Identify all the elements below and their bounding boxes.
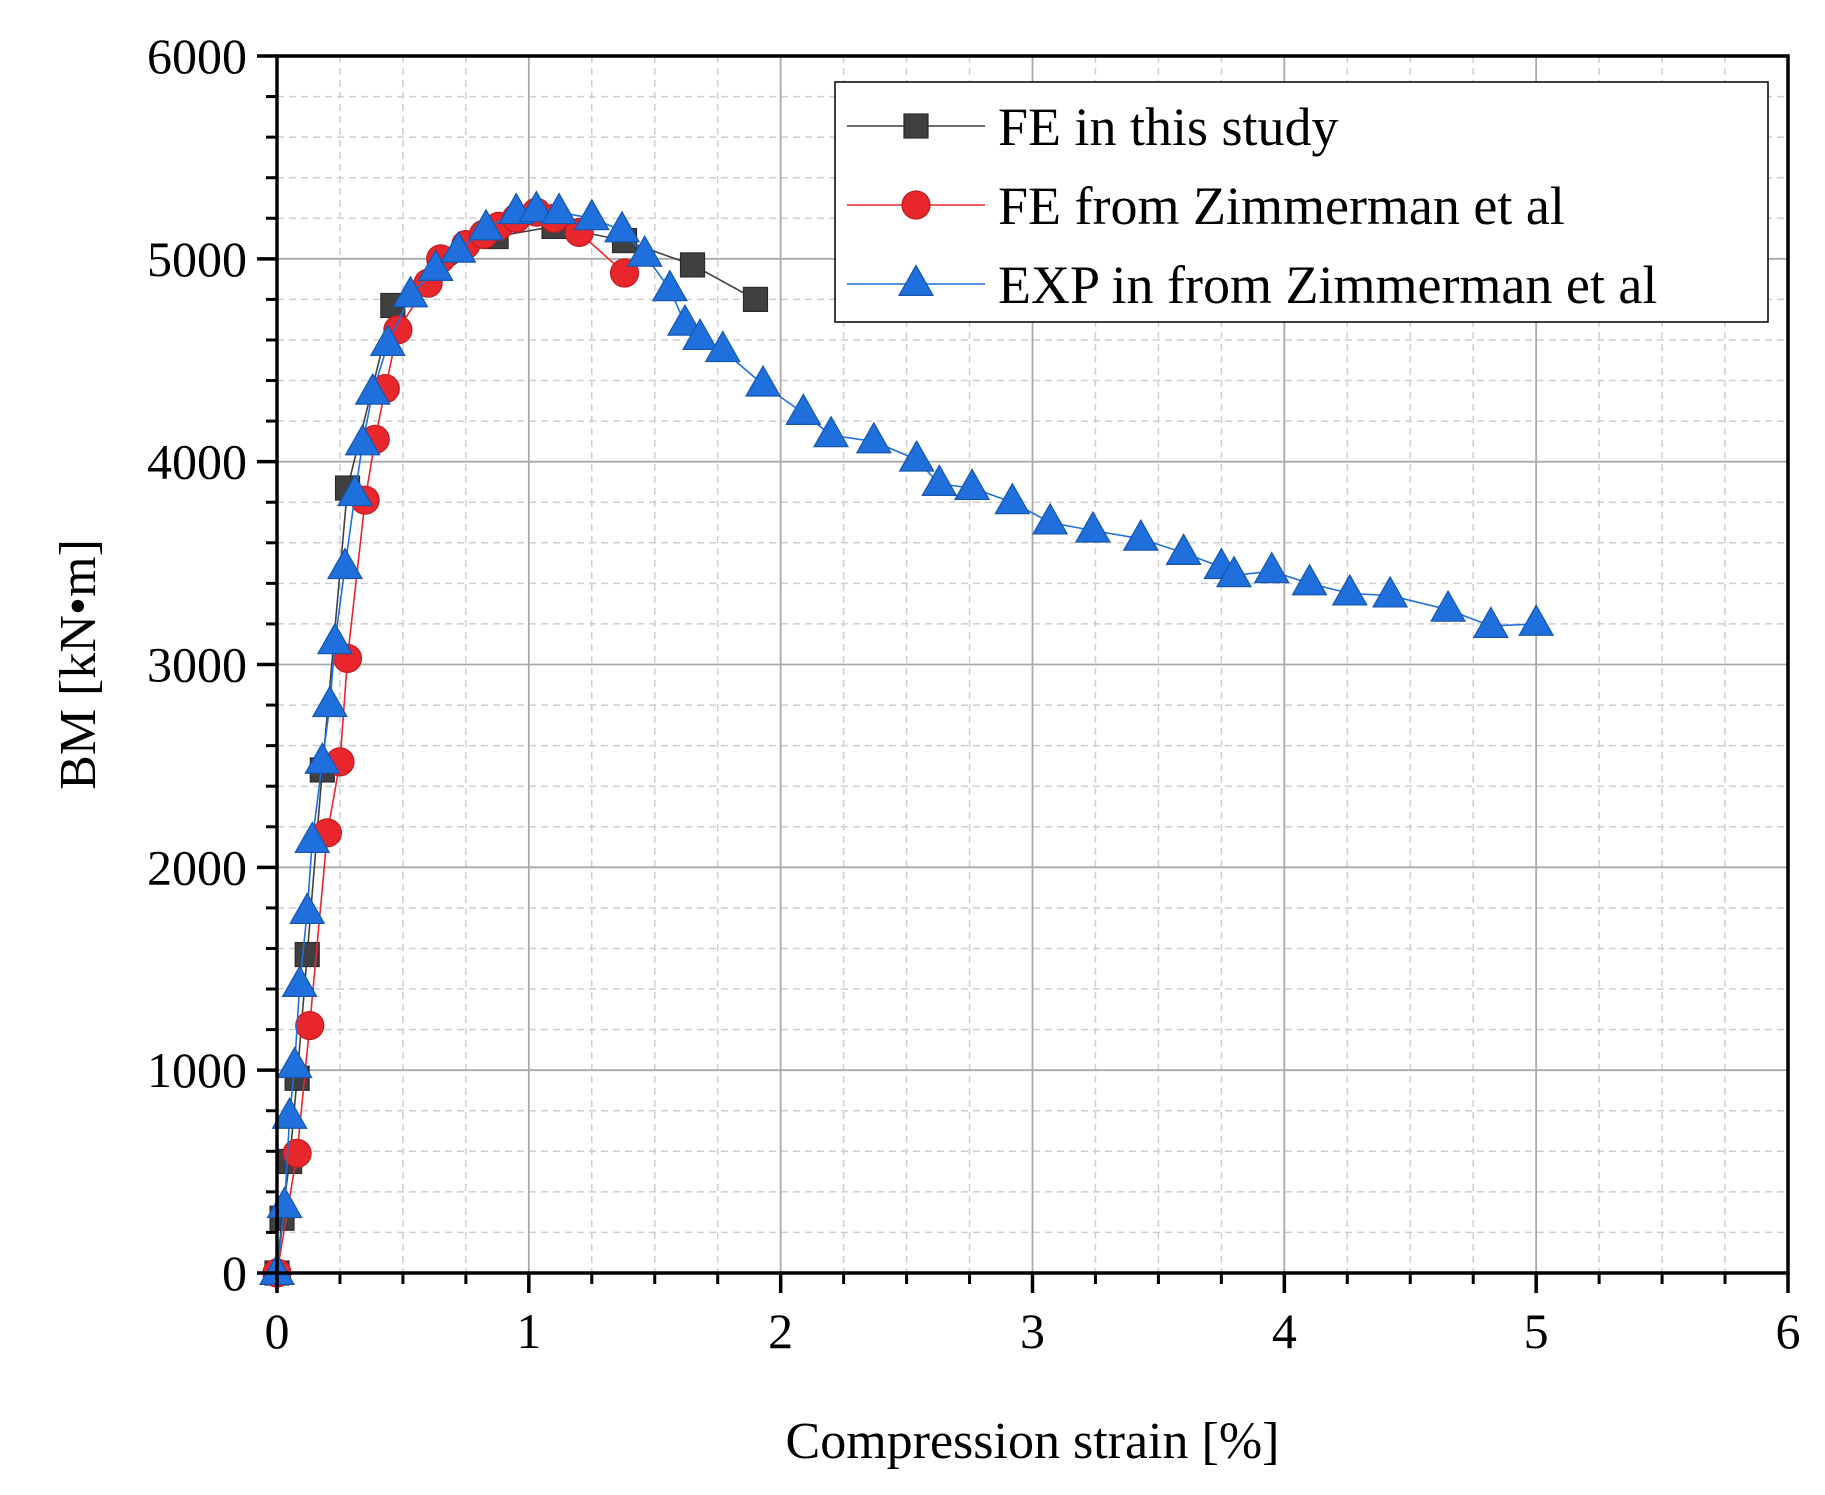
- data-point: [326, 547, 364, 580]
- data-point: [344, 423, 381, 456]
- series-layer: [258, 190, 1555, 1288]
- data-point: [294, 941, 320, 968]
- legend-entry: FE from Zimmerman et al: [998, 176, 1565, 236]
- data-point: [954, 468, 991, 501]
- data-point: [666, 303, 703, 336]
- data-point: [626, 234, 663, 267]
- legend: FE in this study FE from Zimmerman et al E…: [834, 81, 1769, 323]
- data-point: [282, 1138, 312, 1168]
- legend-marker: [903, 113, 929, 139]
- x-tick-label: 2: [768, 1303, 793, 1359]
- data-point: [316, 622, 353, 655]
- data-point: [1165, 533, 1202, 565]
- data-point: [1074, 510, 1111, 543]
- x-axis-title: Compression strain [%]: [786, 1413, 1280, 1470]
- data-point: [276, 1046, 313, 1079]
- data-point: [898, 439, 935, 472]
- x-tick-label: 4: [1272, 1303, 1297, 1359]
- data-point: [742, 286, 769, 312]
- data-point: [304, 742, 341, 774]
- y-tick-label: 1000: [147, 1042, 247, 1098]
- x-tick-label: 6: [1776, 1303, 1801, 1359]
- data-point: [1122, 518, 1159, 551]
- data-point: [1429, 589, 1467, 622]
- data-point: [1291, 563, 1328, 596]
- y-tick-label: 4000: [147, 434, 247, 490]
- data-point: [682, 318, 719, 350]
- data-point: [994, 482, 1031, 515]
- legend-box: [834, 81, 1769, 323]
- y-axis-title: BM [kN•m]: [50, 539, 107, 790]
- data-point: [1372, 575, 1409, 608]
- data-point: [651, 269, 688, 302]
- y-tick-label: 2000: [147, 839, 247, 895]
- data-point: [679, 252, 706, 278]
- data-point: [1518, 604, 1555, 636]
- data-point: [369, 324, 406, 357]
- data-point: [289, 892, 326, 924]
- y-tick-label: 6000: [147, 28, 247, 84]
- data-point: [1032, 502, 1069, 535]
- data-point: [813, 415, 850, 448]
- legend-marker: [901, 190, 931, 220]
- data-point: [1472, 606, 1509, 638]
- data-point: [294, 821, 331, 853]
- series-triangle: [258, 190, 1555, 1286]
- x-tick-label: 5: [1524, 1303, 1549, 1359]
- data-point: [603, 210, 641, 243]
- data-point: [354, 372, 391, 405]
- data-point: [704, 330, 741, 363]
- y-tick-label: 5000: [147, 231, 247, 287]
- data-point: [518, 190, 555, 223]
- y-tick-label: 0: [222, 1245, 247, 1301]
- axes: 0 1 2 3 4 5 6 0 1000 2000 3000 4000 5000 6000: [147, 28, 1801, 1359]
- legend-marker: [897, 264, 935, 296]
- data-point: [785, 393, 822, 425]
- data-point: [467, 208, 505, 241]
- data-point: [573, 198, 610, 231]
- data-point: [855, 421, 892, 454]
- x-tick-label: 3: [1020, 1303, 1045, 1359]
- data-point: [541, 192, 578, 225]
- data-point: [417, 249, 454, 281]
- x-tick-label: 0: [265, 1303, 290, 1359]
- data-point: [281, 965, 318, 997]
- y-tick-label: 3000: [147, 637, 247, 693]
- legend-entry: FE in this study: [998, 97, 1339, 157]
- data-point: [337, 474, 374, 507]
- legend-entry: EXP in from Zimmerman et al: [998, 255, 1657, 315]
- data-point: [271, 1097, 308, 1129]
- data-point: [295, 1010, 325, 1041]
- data-point: [311, 685, 348, 718]
- data-point: [921, 464, 958, 496]
- x-tick-label: 1: [516, 1303, 541, 1359]
- data-point: [1215, 555, 1252, 588]
- data-point: [440, 230, 477, 263]
- data-point: [745, 364, 782, 397]
- data-point: [392, 275, 429, 308]
- data-point: [1253, 551, 1290, 584]
- data-point: [1331, 573, 1368, 606]
